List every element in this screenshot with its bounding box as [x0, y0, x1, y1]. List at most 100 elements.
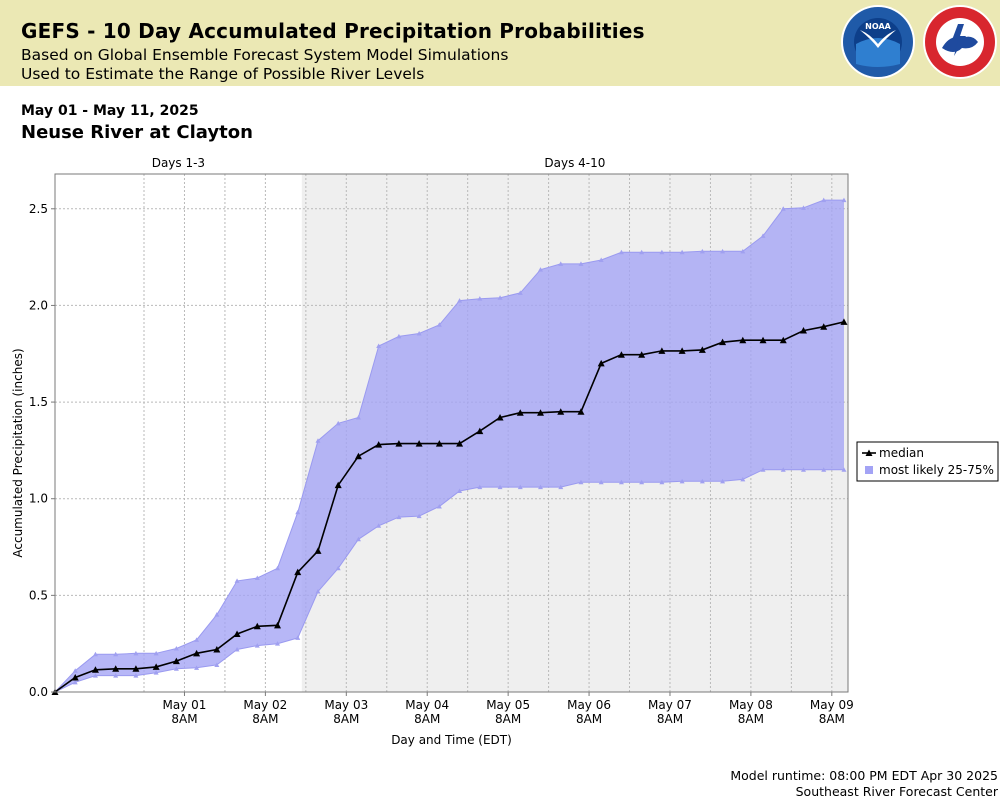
- band-point: [355, 536, 361, 542]
- band-point: [214, 662, 220, 667]
- median-point: [658, 347, 666, 354]
- median-point: [233, 630, 241, 638]
- band-point: [598, 257, 604, 263]
- band-point: [133, 650, 139, 656]
- median-point: [719, 338, 727, 346]
- x-tick-time: 8AM: [657, 712, 683, 726]
- band-point: [598, 479, 604, 485]
- band-point: [133, 673, 139, 678]
- band-point: [659, 249, 665, 255]
- median-point: [152, 663, 160, 670]
- band-point: [618, 249, 624, 255]
- band-point: [659, 479, 665, 485]
- median-point: [375, 441, 383, 448]
- band-point: [173, 666, 179, 671]
- band-point: [699, 248, 705, 254]
- band-point: [841, 467, 847, 472]
- x-tick-time: 8AM: [252, 712, 278, 726]
- median-point: [354, 452, 362, 460]
- band-point: [153, 650, 159, 656]
- band-point: [477, 296, 483, 301]
- x-axis-title: Day and Time (EDT): [391, 733, 512, 747]
- band-point: [275, 565, 281, 571]
- median-point: [71, 674, 79, 681]
- band-point: [436, 503, 442, 509]
- x-tick-time: 8AM: [414, 712, 440, 726]
- median-point: [112, 665, 120, 672]
- band-layer: [52, 197, 847, 694]
- band-point: [720, 248, 726, 254]
- header-banner: GEFS - 10 Day Accumulated Precipitation …: [0, 0, 1000, 86]
- median-point: [132, 665, 140, 672]
- y-tick-label: 1.5: [29, 395, 48, 409]
- band-point: [275, 641, 281, 646]
- band-point: [740, 476, 746, 482]
- band-point: [457, 298, 463, 303]
- y-tick-label: 0.5: [29, 588, 48, 602]
- period-label: Days 1-3: [152, 156, 205, 170]
- band-point: [639, 479, 645, 485]
- median-point: [759, 336, 767, 344]
- band-point: [214, 612, 220, 617]
- band-point: [538, 267, 544, 272]
- band-point: [760, 233, 766, 238]
- model-runtime: Model runtime: 08:00 PM EDT Apr 30 2025: [730, 768, 998, 783]
- band-point: [477, 484, 483, 490]
- median-point: [577, 408, 585, 415]
- band-point: [578, 261, 584, 266]
- band-point: [538, 484, 544, 490]
- band-point: [517, 484, 523, 490]
- band-point: [720, 478, 726, 484]
- x-tick-date: May 06: [567, 698, 611, 712]
- page-subtitle-secondary: Used to Estimate the Range of Possible R…: [21, 65, 425, 83]
- band-point: [113, 673, 119, 678]
- band-point: [376, 523, 382, 528]
- band-point: [558, 484, 564, 490]
- band-lower-edge: [54, 469, 844, 693]
- x-tick-date: May 02: [243, 698, 287, 712]
- band-point: [821, 197, 827, 203]
- median-point: [253, 622, 261, 630]
- page-title: GEFS - 10 Day Accumulated Precipitation …: [21, 19, 645, 43]
- median-point: [172, 657, 180, 665]
- median-point: [91, 666, 99, 673]
- median-point: [678, 347, 686, 354]
- band-point: [679, 249, 685, 255]
- svg-text:NOAA: NOAA: [865, 22, 891, 31]
- band-point: [699, 478, 705, 484]
- band-point: [254, 643, 260, 648]
- median-point: [739, 336, 747, 344]
- band-upper-edge: [54, 199, 844, 693]
- median-point: [617, 351, 625, 358]
- date-range: May 01 - May 11, 2025: [21, 103, 199, 119]
- legend-box: [856, 441, 999, 482]
- median-point: [294, 568, 302, 576]
- x-tick-time: 8AM: [495, 712, 521, 726]
- period-label: Days 4-10: [544, 156, 605, 170]
- median-point: [638, 351, 646, 358]
- band-point: [254, 575, 260, 580]
- page-subtitle: Based on Global Ensemble Forecast System…: [21, 46, 509, 64]
- band-point: [457, 488, 463, 493]
- legend-layer: median most likely 25-75%: [856, 441, 999, 482]
- x-tick-date: May 04: [405, 698, 449, 712]
- y-axis-title: Accumulated Precipitation (inches): [11, 348, 25, 557]
- median-point: [314, 547, 322, 554]
- median-point: [213, 645, 221, 653]
- median-layer: [51, 318, 848, 695]
- median-point: [820, 323, 828, 330]
- band-point: [740, 248, 746, 254]
- median-point: [779, 336, 787, 344]
- median-point: [557, 408, 565, 415]
- x-tick-time: 8AM: [819, 712, 845, 726]
- band-point: [436, 322, 442, 327]
- median-point: [516, 409, 524, 416]
- median-point: [415, 440, 423, 447]
- band-point: [315, 588, 321, 594]
- median-point: [193, 649, 201, 657]
- legend-band-label: most likely 25-75%: [879, 463, 994, 477]
- median-point: [395, 440, 403, 447]
- band-point: [578, 479, 584, 485]
- band-point: [72, 679, 78, 685]
- band-point: [335, 420, 341, 426]
